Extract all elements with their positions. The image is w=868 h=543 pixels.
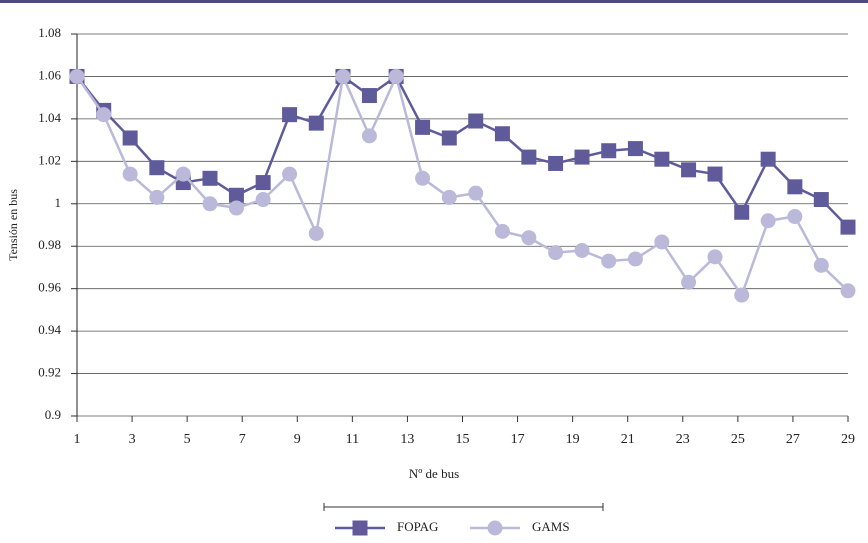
legend-frame <box>323 503 604 511</box>
y-tick-label: 1.06 <box>38 67 61 82</box>
x-tick-label: 15 <box>456 432 470 447</box>
data-point <box>707 249 723 265</box>
x-tick-label: 11 <box>346 432 359 447</box>
x-tick-label: 1 <box>74 432 81 447</box>
data-point <box>548 155 564 171</box>
data-point <box>122 130 138 146</box>
data-point <box>308 225 324 241</box>
data-point <box>681 274 697 290</box>
data-point <box>627 141 643 157</box>
series-line <box>76 74 849 228</box>
x-tick-label: 25 <box>731 432 745 447</box>
data-point <box>601 143 617 159</box>
legend-marker <box>487 520 503 536</box>
data-point <box>308 115 324 131</box>
data-point <box>228 187 244 203</box>
data-point <box>202 196 218 212</box>
data-point <box>548 245 564 261</box>
data-point <box>255 192 271 208</box>
data-point <box>388 68 404 84</box>
x-tick-label: 5 <box>184 432 191 447</box>
data-point <box>787 209 803 225</box>
data-point <box>468 185 484 201</box>
data-point <box>627 251 643 267</box>
data-point <box>441 130 457 146</box>
data-point <box>122 166 138 182</box>
data-point <box>69 68 85 84</box>
data-point <box>441 189 457 205</box>
data-point <box>787 179 803 195</box>
data-point <box>707 166 723 182</box>
y-tick-label: 1.02 <box>38 152 61 167</box>
data-point <box>255 175 271 191</box>
data-point <box>361 128 377 144</box>
data-point <box>149 189 165 205</box>
data-point <box>840 283 856 299</box>
data-point <box>681 162 697 178</box>
data-point <box>228 200 244 216</box>
data-point <box>335 68 351 84</box>
x-tick-label: 23 <box>676 432 690 447</box>
y-tick-label: 0.98 <box>38 237 61 252</box>
data-point <box>202 170 218 186</box>
x-tick-label: 9 <box>294 432 301 447</box>
legend-label: FOPAG <box>397 519 438 534</box>
data-point <box>813 192 829 208</box>
data-point <box>494 223 510 239</box>
data-point <box>760 151 776 167</box>
y-tick-label: 1 <box>55 195 62 210</box>
data-point <box>521 149 537 165</box>
data-point <box>415 119 431 135</box>
data-point <box>840 219 856 235</box>
data-point <box>415 170 431 186</box>
y-tick-label: 0.9 <box>45 407 61 422</box>
series-line <box>75 72 849 298</box>
x-tick-label: 7 <box>239 432 246 447</box>
y-tick-label: 0.92 <box>38 365 61 380</box>
data-point <box>601 253 617 269</box>
data-point <box>96 107 112 123</box>
x-tick-label: 17 <box>511 432 525 447</box>
data-point <box>574 149 590 165</box>
data-point <box>282 107 298 123</box>
data-point <box>654 151 670 167</box>
data-point <box>654 234 670 250</box>
data-point <box>574 242 590 258</box>
data-point <box>521 230 537 246</box>
y-tick-label: 1.08 <box>38 25 61 40</box>
data-point <box>175 166 191 182</box>
data-point <box>734 204 750 220</box>
data-point <box>149 160 165 176</box>
x-axis-label: Nº de bus <box>409 466 459 481</box>
y-tick-label: 1.04 <box>38 110 61 125</box>
data-point <box>494 126 510 142</box>
legend-marker <box>352 520 368 536</box>
data-point <box>468 113 484 129</box>
y-tick-label: 0.96 <box>38 280 61 295</box>
x-tick-label: 27 <box>786 432 800 447</box>
data-point <box>760 213 776 229</box>
x-tick-label: 3 <box>129 432 136 447</box>
legend-label: GAMS <box>532 519 570 534</box>
y-tick-label: 0.94 <box>38 322 61 337</box>
data-point <box>282 166 298 182</box>
x-tick-label: 19 <box>566 432 580 447</box>
data-point <box>361 88 377 104</box>
x-tick-label: 21 <box>621 432 635 447</box>
y-axis-label: Tensión en bus <box>6 189 20 261</box>
x-tick-label: 13 <box>400 432 414 447</box>
data-point <box>813 257 829 273</box>
data-point <box>734 287 750 303</box>
x-tick-label: 29 <box>841 432 855 447</box>
